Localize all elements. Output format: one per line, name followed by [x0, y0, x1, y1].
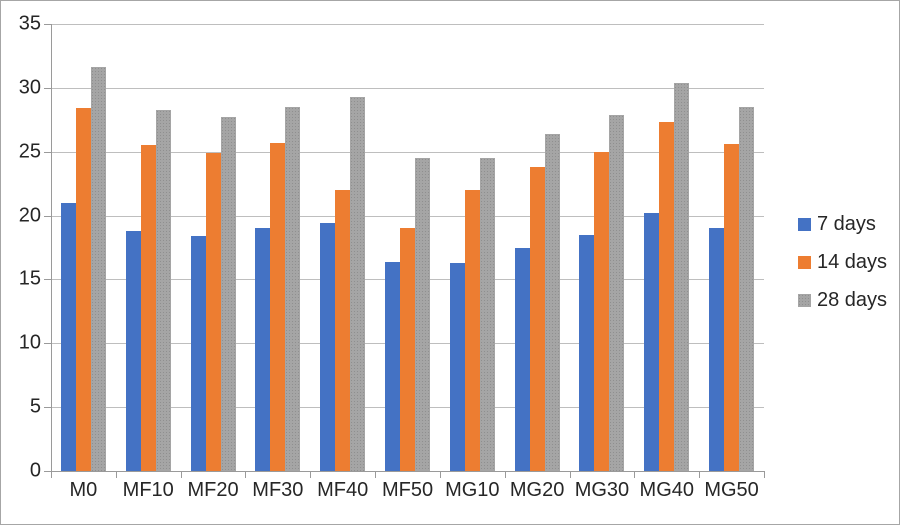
x-axis-category-label: MF40 — [317, 479, 369, 501]
x-axis-tick — [51, 471, 52, 478]
bar-28-days-MG30 — [609, 114, 625, 471]
x-axis-category-label: MF10 — [122, 479, 174, 501]
bar-14-days-MF10 — [140, 145, 156, 471]
legend-swatch-14-days — [798, 255, 811, 269]
bar-28-days-MG20 — [544, 133, 560, 471]
x-axis-tick — [699, 471, 701, 478]
gridline-30 — [51, 87, 764, 89]
bar-14-days-MG20 — [529, 167, 545, 471]
bar-14-days-MF20 — [205, 152, 221, 471]
bar-28-days-MG10 — [479, 158, 495, 471]
bar-7-days-MF30 — [255, 228, 271, 471]
x-axis-line — [51, 471, 765, 472]
bar-28-days-MF10 — [155, 109, 171, 471]
y-axis-tick-label: 35 — [18, 12, 41, 35]
legend-swatch-28-days — [798, 293, 811, 307]
bar-14-days-MG30 — [594, 151, 610, 471]
bar-28-days-MG50 — [739, 107, 755, 471]
bar-14-days-MF30 — [270, 142, 286, 471]
legend-swatch-7-days — [798, 217, 811, 231]
y-axis-tick-label: 15 — [18, 268, 41, 291]
legend-item-28-days: 28 days — [798, 289, 887, 311]
y-axis-tick-label: 30 — [18, 76, 41, 99]
x-axis-tick — [245, 471, 247, 478]
y-axis-tick — [44, 87, 51, 89]
y-axis-tick-label: 20 — [18, 204, 41, 227]
legend-label-28-days: 28 days — [817, 289, 888, 311]
y-axis-tick-label: 10 — [18, 331, 41, 354]
bar-28-days-MF40 — [350, 96, 366, 471]
bar-7-days-MG30 — [579, 234, 595, 471]
x-axis-category-label: M0 — [69, 479, 98, 501]
bar-28-days-M0 — [90, 67, 106, 471]
x-axis-category-label: MG10 — [445, 479, 500, 501]
legend-label-7-days: 7 days — [817, 213, 876, 235]
gridline-25 — [51, 151, 764, 153]
x-axis-tick — [115, 471, 117, 478]
bar-7-days-MG40 — [644, 213, 660, 471]
x-axis-category-label: MG40 — [639, 479, 694, 501]
x-axis-tick — [634, 471, 636, 478]
gridline-20 — [51, 215, 764, 217]
bar-14-days-MG40 — [659, 122, 675, 471]
bar-7-days-MF10 — [125, 230, 141, 471]
x-axis-tick — [569, 471, 571, 478]
bar-7-days-MF40 — [320, 223, 336, 471]
x-axis-category-label: MF20 — [187, 479, 239, 501]
x-axis-category-label: MF30 — [252, 479, 304, 501]
gridline-35 — [51, 24, 764, 25]
bar-14-days-MG50 — [724, 144, 740, 471]
bar-28-days-MF20 — [220, 117, 236, 471]
bar-28-days-MF30 — [285, 107, 301, 471]
legend-label-14-days: 14 days — [817, 251, 888, 273]
x-axis-category-label: MG30 — [574, 479, 630, 501]
bar-28-days-MG40 — [674, 82, 690, 471]
y-axis-tick-label: 0 — [29, 459, 41, 482]
bar-7-days-MF50 — [385, 261, 400, 471]
bar-14-days-MF50 — [400, 228, 415, 471]
y-axis-tick — [44, 279, 51, 281]
bar-7-days-MG50 — [709, 228, 725, 471]
x-axis-tick — [439, 471, 441, 478]
legend-item-14-days: 14 days — [798, 251, 887, 273]
y-axis-tick — [44, 215, 51, 217]
y-axis-tick-label: 25 — [18, 140, 41, 163]
bar-14-days-M0 — [75, 108, 91, 471]
bar-7-days-MG10 — [449, 262, 465, 471]
bar-14-days-MG10 — [464, 190, 480, 471]
bar-14-days-MF40 — [335, 190, 351, 471]
x-axis-tick — [310, 471, 312, 478]
legend: 7 days 14 days 28 days — [798, 213, 887, 327]
y-axis-line — [51, 24, 52, 472]
y-axis-tick — [44, 24, 51, 25]
y-axis-tick-label: 5 — [29, 395, 41, 418]
bar-7-days-MG20 — [514, 247, 530, 471]
x-axis-tick — [504, 471, 506, 478]
x-axis-tick — [180, 471, 182, 478]
y-axis-tick — [44, 407, 51, 409]
y-axis-tick — [44, 343, 51, 345]
x-axis-category-label: MG50 — [704, 479, 759, 501]
legend-item-7-days: 7 days — [798, 213, 887, 235]
x-axis-category-label: MF50 — [381, 479, 434, 501]
bar-28-days-MF50 — [415, 158, 430, 471]
bar-7-days-MF20 — [190, 236, 206, 471]
x-axis-category-label: MG20 — [509, 479, 565, 501]
x-axis-tick — [375, 471, 377, 478]
y-axis-tick — [44, 471, 51, 472]
y-axis-tick — [44, 151, 51, 153]
x-axis-tick — [764, 471, 765, 478]
bar-7-days-M0 — [60, 202, 76, 471]
